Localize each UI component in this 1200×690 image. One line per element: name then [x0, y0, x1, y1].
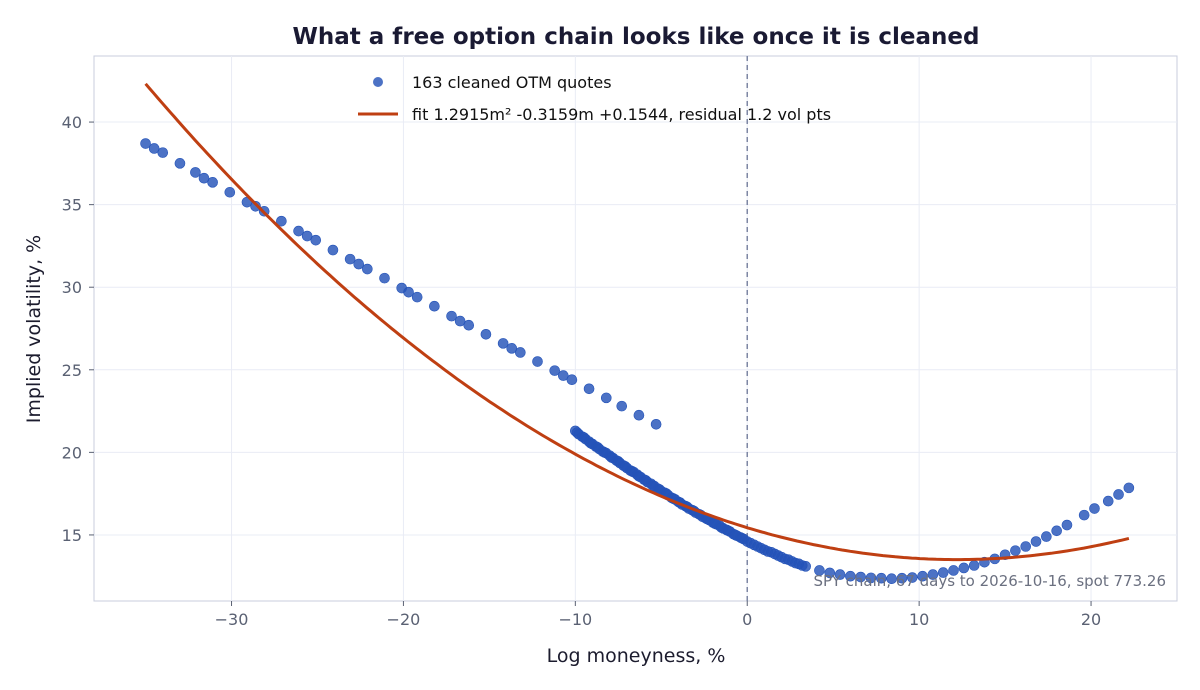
y-tick-label: 40 [62, 113, 82, 132]
data-point [1030, 536, 1042, 547]
data-point [353, 258, 365, 270]
y-tick-label: 35 [62, 196, 82, 215]
y-axis-ticks: 15 20 25 30 35 40 [62, 113, 94, 545]
data-point [250, 200, 261, 212]
x-tick-label: 10 [909, 610, 929, 629]
data-point [927, 569, 939, 580]
data-point [814, 565, 825, 576]
data-point [566, 374, 578, 385]
data-point [906, 572, 918, 583]
data-point [1123, 482, 1135, 494]
data-point [1078, 509, 1090, 521]
data-point [800, 561, 811, 572]
data-point [1113, 489, 1124, 500]
data-point [948, 565, 959, 576]
data-point [736, 532, 748, 544]
data-point [198, 172, 210, 184]
data-point [506, 343, 518, 354]
fit-curve [144, 82, 1130, 562]
data-point [578, 432, 590, 443]
data-point [1041, 531, 1052, 542]
x-axis-label: Log moneyness, % [547, 645, 726, 667]
data-point [140, 138, 151, 149]
data-point [190, 167, 201, 178]
y-tick-label: 30 [62, 278, 82, 297]
data-point [224, 186, 236, 198]
data-point [276, 215, 287, 227]
x-tick-label: 0 [742, 610, 752, 629]
data-point [379, 272, 390, 284]
data-point [1020, 541, 1032, 552]
data-point [845, 570, 856, 582]
y-tick-label: 20 [62, 443, 82, 462]
data-point [344, 253, 356, 265]
data-point [824, 567, 836, 579]
data-point [362, 263, 373, 275]
data-point [958, 562, 970, 574]
plot-area [93, 55, 1178, 602]
data-point [616, 400, 628, 412]
data-point [411, 291, 423, 303]
data-point [148, 143, 160, 154]
data-point [834, 569, 846, 580]
x-tick-label: −30 [215, 610, 249, 629]
data-point [876, 572, 887, 584]
x-tick-label: −10 [558, 610, 592, 629]
data-point [1061, 519, 1073, 531]
data-point [557, 370, 569, 381]
data-point [480, 328, 492, 340]
data-point [1089, 503, 1100, 514]
data-point [600, 392, 612, 404]
data-point [454, 315, 466, 327]
data-point [207, 177, 218, 188]
data-point [937, 567, 949, 578]
legend-marker-scatter [373, 77, 383, 87]
legend-label-fit: fit 1.2915m² -0.3159m +0.1544, residual … [412, 105, 831, 124]
grid [94, 56, 1177, 601]
data-point [301, 230, 313, 242]
y-tick-label: 25 [62, 361, 82, 380]
x-tick-label: 20 [1081, 610, 1101, 629]
data-point [917, 570, 928, 582]
data-point [446, 310, 457, 322]
data-point [1010, 545, 1021, 556]
data-point [865, 572, 877, 584]
data-point [855, 571, 866, 583]
chain-annotation: SPY chain, 67 days to 2026-10-16, spot 7… [813, 572, 1166, 590]
data-point [403, 286, 414, 298]
data-point [497, 338, 509, 349]
legend: 163 cleaned OTM quotes fit 1.2915m² -0.3… [358, 73, 831, 124]
data-point [583, 383, 595, 395]
data-point [1102, 495, 1114, 507]
x-tick-label: −20 [387, 610, 421, 629]
data-point [293, 225, 304, 237]
data-point [896, 572, 908, 584]
data-point [174, 158, 186, 169]
data-point [310, 234, 322, 246]
chart-title: What a free option chain looks like once… [293, 24, 980, 50]
data-point [650, 418, 662, 430]
data-point [968, 560, 980, 571]
y-tick-label: 15 [62, 526, 82, 545]
x-axis-ticks: −30 −20 −10 0 10 20 [215, 601, 1101, 629]
data-point [463, 319, 475, 331]
data-point [549, 365, 561, 376]
data-point [515, 347, 526, 358]
data-point [429, 300, 440, 312]
data-point [633, 409, 645, 421]
data-point [886, 573, 897, 585]
data-point [157, 147, 169, 158]
legend-label-scatter: 163 cleaned OTM quotes [412, 73, 612, 92]
data-point [532, 356, 543, 367]
y-axis-label: Implied volatility, % [23, 235, 45, 423]
data-point [1051, 525, 1062, 537]
data-point [327, 244, 339, 256]
